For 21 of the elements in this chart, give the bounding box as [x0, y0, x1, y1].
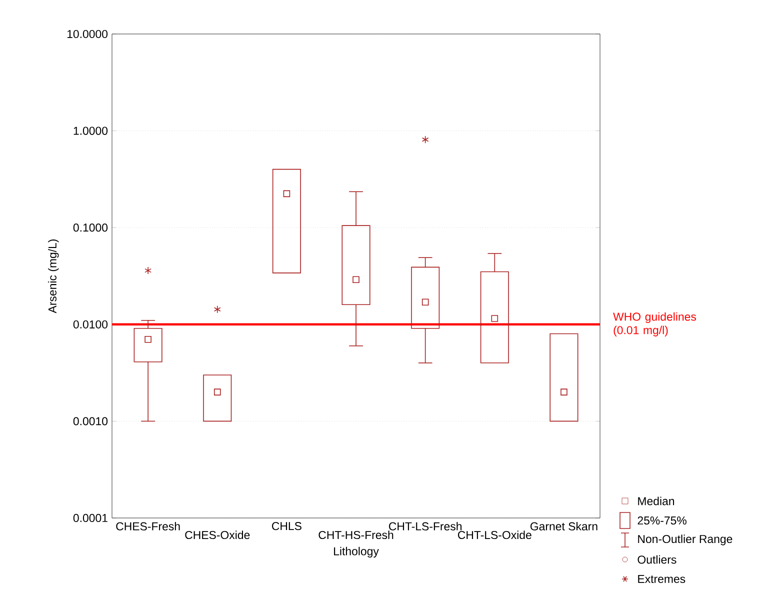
y-tick-label: 0.1000: [73, 224, 108, 232]
x-axis-title: Lithology: [334, 546, 379, 558]
x-tick-label: CHT-LS-Oxide: [458, 530, 532, 540]
y-tick-label: 0.0100: [73, 320, 108, 328]
ref-line-label: WHO guidelines (0.01 mg/l): [613, 312, 696, 336]
text: Median: [638, 496, 674, 506]
text: Extremes: [638, 574, 686, 583]
x-tick-label: CHES-Oxide: [185, 530, 250, 540]
x-tick-label: CHT-LS-Fresh: [388, 522, 462, 530]
y-tick-label: 0.0010: [73, 417, 108, 426]
x-tick-label: CHT-HS-Fresh: [318, 530, 394, 540]
text: Non-Outlier Range: [638, 534, 732, 546]
x-tick-label: CHLS: [272, 522, 302, 530]
y-tick-label: 0.0001: [73, 514, 108, 522]
y-axis-title: Arsenic (mg/L): [48, 239, 59, 314]
text: 25%-75%: [638, 516, 686, 525]
x-tick-label: CHES-Fresh: [116, 522, 180, 530]
x-tick-label: Garnet Skarn: [530, 522, 598, 530]
text: Outliers: [638, 555, 676, 564]
y-tick-label: 1.0000: [74, 126, 108, 135]
y-tick-label: 10.0000: [67, 30, 108, 38]
